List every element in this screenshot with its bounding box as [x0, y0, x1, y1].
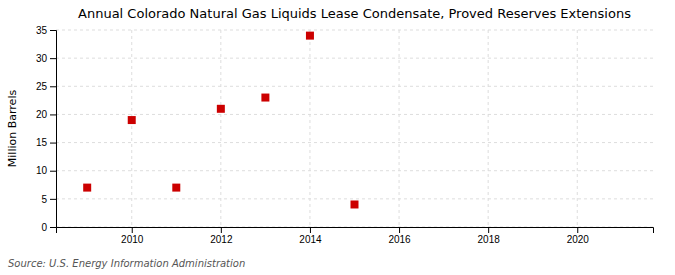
- title: Annual Colorado Natural Gas Liquids Leas…: [78, 6, 631, 21]
- x-axis-line: [57, 228, 654, 234]
- y-axis: 0 5 10 15 20 25 30 35: [36, 25, 57, 233]
- x-tick-label: 2012: [210, 234, 233, 245]
- y-tick: 15: [36, 137, 56, 148]
- plot-area: 2010 2012 2014 2016 2018 2020 0 5 10 15 20 25 30 35: [36, 25, 654, 245]
- point: [172, 184, 180, 192]
- x-axis: 2010 2012 2014 2016 2018 2020: [57, 227, 654, 245]
- x-tick-label: 2010: [121, 234, 144, 245]
- y-tick-label: 20: [36, 109, 48, 120]
- point: [351, 200, 359, 208]
- y-tick-mark: [50, 30, 56, 31]
- y-tick-label: 15: [36, 137, 48, 148]
- x-tick: 2014: [299, 227, 322, 245]
- y-tick-label: 35: [36, 25, 48, 36]
- x-tick-mark: [132, 227, 133, 233]
- y-tick: 10: [36, 165, 56, 176]
- point: [261, 94, 269, 102]
- y-axis-line: [50, 31, 57, 228]
- grid-line-y: [56, 170, 653, 171]
- y-tick-label: 0: [41, 222, 47, 233]
- grid-line-x: [488, 30, 489, 227]
- y-tick-label: 10: [36, 165, 48, 176]
- x-tick-mark: [221, 227, 222, 233]
- points: [83, 32, 358, 209]
- y-tick: 20: [36, 109, 56, 120]
- grid: [56, 30, 653, 227]
- grid-line-y: [56, 58, 653, 59]
- grid-line-x: [131, 30, 132, 227]
- y-tick-label: 5: [41, 194, 47, 205]
- grid-line-y: [56, 86, 653, 87]
- x-tick-mark: [488, 227, 489, 233]
- source-note: Source: U.S. Energy Information Administ…: [8, 258, 245, 269]
- y-tick: 35: [36, 25, 56, 36]
- x-tick: 2016: [388, 227, 411, 245]
- x-tick-label: 2020: [567, 234, 590, 245]
- chart-container: 2010 2012 2014 2016 2018 2020 0 5 10 15 20 25 30 35 An…: [0, 0, 675, 275]
- y-tick-label: 25: [36, 81, 48, 92]
- y-tick: 0: [41, 222, 56, 233]
- y-tick-label: 30: [36, 53, 48, 64]
- grid-line-y: [56, 30, 653, 31]
- y-tick-mark: [50, 199, 56, 200]
- x-tick: 2010: [121, 227, 144, 245]
- chart: 2010 2012 2014 2016 2018 2020 0 5 10 15 20 25 30 35 An…: [0, 0, 675, 275]
- x-tick: 2020: [567, 227, 590, 245]
- x-tick-label: 2014: [299, 234, 322, 245]
- point: [128, 116, 136, 124]
- x-tick-label: 2018: [478, 234, 501, 245]
- x-tick-label: 2016: [388, 234, 411, 245]
- x-tick: 2012: [210, 227, 233, 245]
- y-tick-mark: [50, 171, 56, 172]
- y-tick: 30: [36, 53, 56, 64]
- grid-line-x: [577, 30, 578, 227]
- y-tick-mark: [50, 58, 56, 59]
- grid-line-x: [399, 30, 400, 227]
- x-tick-mark: [577, 227, 578, 233]
- grid-line-x: [220, 30, 221, 227]
- point: [217, 105, 225, 113]
- x-tick-mark: [310, 227, 311, 233]
- grid-line-y: [56, 114, 653, 115]
- y-tick-mark: [50, 143, 56, 144]
- y-tick-mark: [50, 227, 56, 228]
- grid-line-x: [309, 30, 310, 227]
- grid-line-y: [56, 142, 653, 143]
- x-tick: 2018: [478, 227, 501, 245]
- y-axis-title: Million Barrels: [6, 90, 19, 168]
- x-tick-mark: [399, 227, 400, 233]
- y-tick: 25: [36, 81, 56, 92]
- point: [83, 184, 91, 192]
- y-tick-mark: [50, 86, 56, 87]
- point: [306, 32, 314, 40]
- grid-line-y: [56, 198, 653, 199]
- y-tick: 5: [41, 194, 56, 205]
- y-tick-mark: [50, 114, 56, 115]
